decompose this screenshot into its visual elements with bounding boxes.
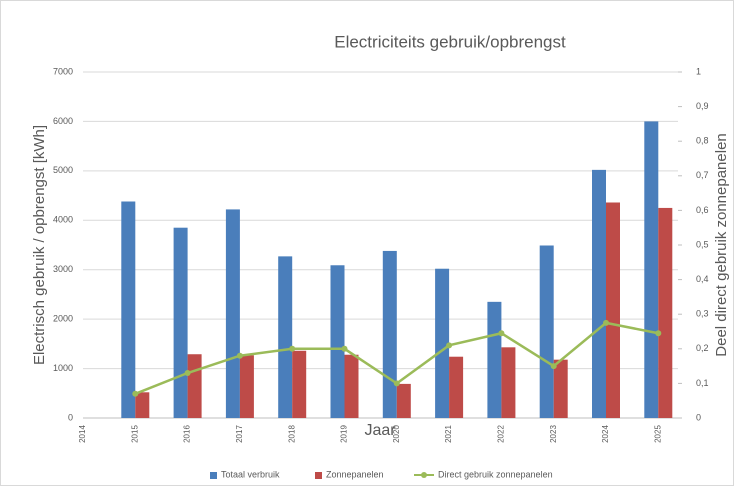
legend-label: Totaal verbruik (221, 469, 280, 479)
bar (449, 356, 464, 418)
legend-swatch (421, 472, 427, 478)
bar (539, 245, 554, 418)
x-tick-label: 2023 (549, 425, 558, 443)
x-axis-label: Jaar (364, 422, 396, 439)
bar (278, 256, 293, 418)
y-tick-label: 2000 (53, 314, 73, 324)
bar (225, 209, 240, 418)
y2-tick-label: 0 (696, 412, 701, 422)
y-tick-label: 0 (68, 412, 73, 422)
line-marker (446, 342, 453, 349)
bar (501, 347, 516, 418)
x-tick-label: 2020 (392, 425, 401, 443)
bar (592, 169, 606, 418)
bar (292, 350, 307, 418)
legend-label: Direct gebruik zonnepanelen (438, 469, 553, 479)
x-tick-label: 2019 (340, 425, 349, 443)
bar (330, 265, 345, 418)
y2-tick-label: 0,9 (696, 101, 709, 111)
x-tick-label: 2024 (601, 425, 610, 443)
bar (658, 207, 673, 418)
line-marker (498, 330, 505, 337)
bar (239, 355, 254, 418)
x-tick-label: 2018 (287, 425, 296, 443)
y2-tick-label: 0,1 (696, 378, 709, 388)
y-axis-label: Electrisch gebruik / opbrengst [kWh] (31, 125, 48, 365)
bar (344, 354, 359, 418)
legend-swatch (210, 472, 217, 479)
line-marker (655, 330, 662, 337)
x-tick-label: 2021 (444, 425, 453, 443)
x-tick-label: 2014 (78, 425, 87, 443)
bar (553, 359, 568, 418)
bar (396, 383, 411, 418)
bar (173, 227, 188, 418)
line-marker (289, 345, 296, 352)
line-marker (393, 380, 400, 387)
chart-title: Electriciteits gebruik/opbrengst (334, 32, 566, 51)
x-tick-label: 2015 (130, 425, 139, 443)
y2-tick-label: 0,3 (696, 309, 709, 319)
legend-label: Zonnepanelen (326, 469, 384, 479)
x-tick-label: 2025 (653, 425, 662, 443)
line-marker (603, 319, 609, 326)
y2-tick-label: 0,2 (696, 343, 709, 353)
bar (187, 354, 202, 418)
y-tick-label: 1000 (53, 363, 73, 373)
y2-axis-label: Deel direct gebruik zonnepanelen (713, 133, 730, 356)
y-tick-label: 3000 (53, 264, 73, 274)
y2-tick-label: 0,8 (696, 136, 709, 146)
x-tick-label: 2017 (235, 425, 244, 443)
legend-swatch (315, 472, 322, 479)
y2-tick-label: 0,6 (696, 205, 709, 215)
bar (435, 268, 450, 418)
line-marker (236, 352, 243, 359)
y-tick-label: 4000 (53, 215, 73, 225)
y2-tick-label: 0,4 (696, 274, 709, 284)
y2-tick-label: 1 (696, 66, 701, 76)
y-tick-label: 6000 (53, 116, 73, 126)
y-tick-label: 7000 (53, 66, 73, 76)
y2-tick-label: 0,7 (696, 170, 709, 180)
y-tick-label: 5000 (53, 165, 73, 175)
x-tick-label: 2022 (497, 425, 506, 443)
y2-tick-label: 0,5 (696, 239, 709, 249)
bar (382, 250, 397, 418)
line-marker (341, 345, 348, 352)
line-marker (184, 370, 191, 377)
line-marker (550, 363, 557, 370)
bar (121, 201, 136, 418)
x-tick-label: 2016 (183, 425, 192, 443)
bar (135, 392, 150, 418)
bar (606, 202, 620, 418)
bar (487, 301, 502, 418)
bar (644, 121, 659, 418)
line-marker (132, 390, 139, 397)
